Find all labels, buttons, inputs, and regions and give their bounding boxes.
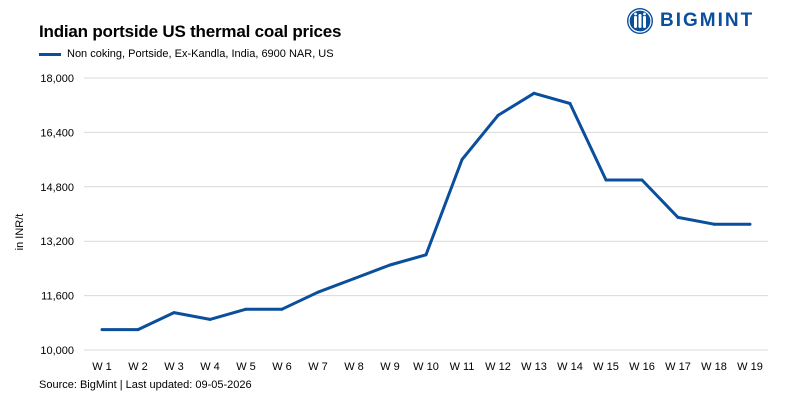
data-point	[640, 178, 644, 182]
data-point	[388, 263, 392, 267]
data-point	[208, 317, 212, 321]
x-tick-label: W 17	[665, 361, 691, 373]
x-tick-label: W 18	[701, 361, 727, 373]
x-tick-label: W 7	[308, 361, 328, 373]
y-tick-label: 10,000	[40, 345, 74, 357]
data-point	[172, 311, 176, 315]
y-tick-label: 16,400	[40, 127, 74, 139]
y-tick-label: 13,200	[40, 236, 74, 248]
data-point	[712, 222, 716, 226]
data-point	[568, 102, 572, 105]
y-axis-label: in INR/t	[14, 214, 26, 251]
chart-title: Indian portside US thermal coal prices	[39, 22, 342, 41]
x-tick-label: W 14	[557, 361, 583, 373]
y-tick-label: 11,600	[41, 291, 74, 303]
data-point	[604, 178, 608, 182]
y-tick-label: 14,800	[40, 182, 74, 194]
x-tick-label: W 6	[272, 361, 292, 373]
x-tick-label: W 10	[413, 361, 439, 373]
data-point	[280, 307, 284, 311]
series-layer	[100, 91, 752, 332]
x-tick-label: W 12	[485, 361, 511, 373]
x-tick-label: W 3	[164, 361, 184, 373]
data-point	[424, 253, 428, 257]
legend-swatch	[39, 52, 61, 56]
gridlines	[84, 77, 768, 351]
x-tick-label: W 5	[236, 361, 256, 373]
x-tick-label: W 2	[128, 361, 148, 373]
chart-legend: Non coking, Portside, Ex-Kandla, India, …	[39, 47, 334, 61]
bigmint-logo-icon	[627, 8, 653, 34]
data-point	[532, 91, 536, 95]
x-tick-label: W 11	[450, 361, 475, 373]
x-tick-label: W 8	[344, 361, 364, 373]
x-tick-label: W 19	[737, 361, 763, 373]
series-line	[102, 91, 750, 332]
x-tick-label: W 4	[200, 361, 220, 373]
x-tick-label: W 1	[92, 361, 112, 373]
data-point	[100, 328, 104, 332]
data-point	[676, 215, 680, 219]
x-axis-ticks: W 1 W 2 W 3 W 4 W 5 W 6 W 7 W 8 W 9 W 10 W 11 W 12 W…	[92, 361, 763, 373]
y-tick-label: 18,000	[40, 73, 74, 85]
data-point	[352, 277, 356, 281]
data-point	[748, 222, 752, 226]
x-tick-label: W 9	[380, 361, 400, 373]
y-axis-ticks: 10,000 11,600 13,200 14,800 16,400 18,000	[40, 73, 74, 357]
legend-label: Non coking, Portside, Ex-Kandla, India, …	[67, 48, 334, 60]
x-tick-label: W 16	[629, 361, 655, 373]
x-tick-label: W 13	[521, 361, 547, 373]
data-point	[136, 328, 140, 332]
data-point	[496, 113, 500, 117]
brand-logo: BIGMINT	[626, 7, 754, 35]
brand-name: BIGMINT	[660, 10, 755, 31]
x-tick-label: W 15	[593, 361, 619, 373]
data-point	[460, 158, 464, 162]
data-point	[244, 307, 248, 311]
source-note: Source: BigMint | Last updated: 09-05-20…	[39, 379, 252, 391]
data-point	[316, 290, 320, 294]
